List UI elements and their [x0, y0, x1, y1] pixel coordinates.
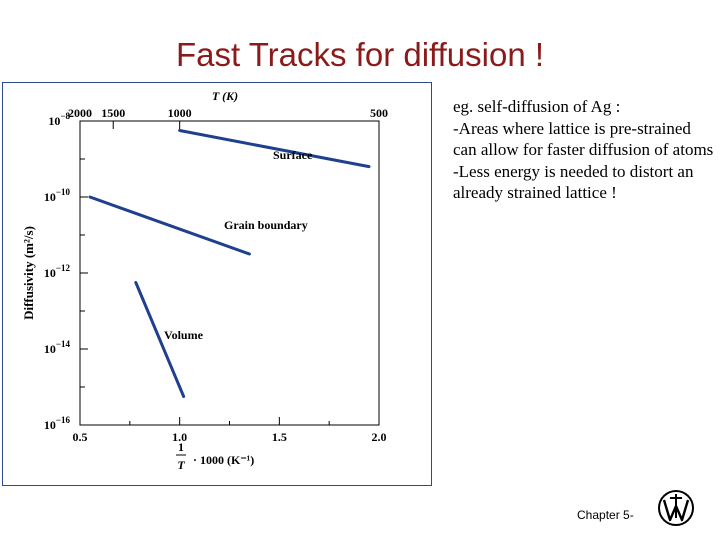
- top-tick-label-1: 1500: [101, 106, 125, 120]
- y-tick-label-0: 10−8: [48, 111, 70, 128]
- top-tick-label-2: 1000: [168, 106, 192, 120]
- series-line-volume: [134, 281, 186, 398]
- series-label-grain-boundary: Grain boundary: [224, 218, 308, 232]
- x-axis-label-suffix: · 1000 (K⁻¹): [193, 453, 254, 467]
- y-tick-label-3: 10−14: [44, 339, 71, 356]
- y-tick-label-2: 10−12: [44, 263, 71, 280]
- y-axis-label: Diffusivity (m²/s): [21, 226, 36, 320]
- x-axis-label-denominator: T: [177, 458, 185, 472]
- chapter-footer: Chapter 5-: [577, 508, 634, 522]
- x-tick-label-1: 1.0: [172, 430, 187, 444]
- x-axis-label-numerator: 1: [178, 440, 184, 454]
- series-line-grain-boundary: [88, 195, 251, 256]
- top-axis-label: T (K): [212, 89, 238, 103]
- chart-frame: 0.5 1.0 1.5 2.0 10−8 10−10 10−12 10−14 10−16 2000…: [2, 82, 432, 486]
- y-tick-label-1: 10−10: [44, 187, 71, 204]
- series-label-volume: Volume: [164, 328, 204, 342]
- notes-line-3: -Less energy is needed to distort an alr…: [453, 161, 694, 203]
- plot-area: [79, 120, 380, 426]
- notes-text: eg. self-diffusion of Ag : -Areas where …: [453, 96, 715, 204]
- slide-title: Fast Tracks for diffusion !: [175, 36, 545, 73]
- x-tick-label-0: 0.5: [73, 430, 88, 444]
- top-tick-label-0: 2000: [68, 106, 92, 120]
- top-tick-label-3: 500: [370, 106, 388, 120]
- series-line-surface: [178, 129, 371, 169]
- notes-line-1: eg. self-diffusion of Ag :: [453, 97, 621, 116]
- wiley-logo-icon: [656, 488, 696, 533]
- y-tick-label-4: 10−16: [44, 415, 71, 432]
- diffusivity-chart: 0.5 1.0 1.5 2.0 10−8 10−10 10−12 10−14 10−16 2000…: [21, 89, 388, 472]
- x-tick-label-3: 2.0: [372, 430, 387, 444]
- notes-line-2: -Areas where lattice is pre-strained can…: [453, 118, 714, 160]
- series-label-surface: Surface: [273, 148, 313, 162]
- x-tick-label-2: 1.5: [272, 430, 287, 444]
